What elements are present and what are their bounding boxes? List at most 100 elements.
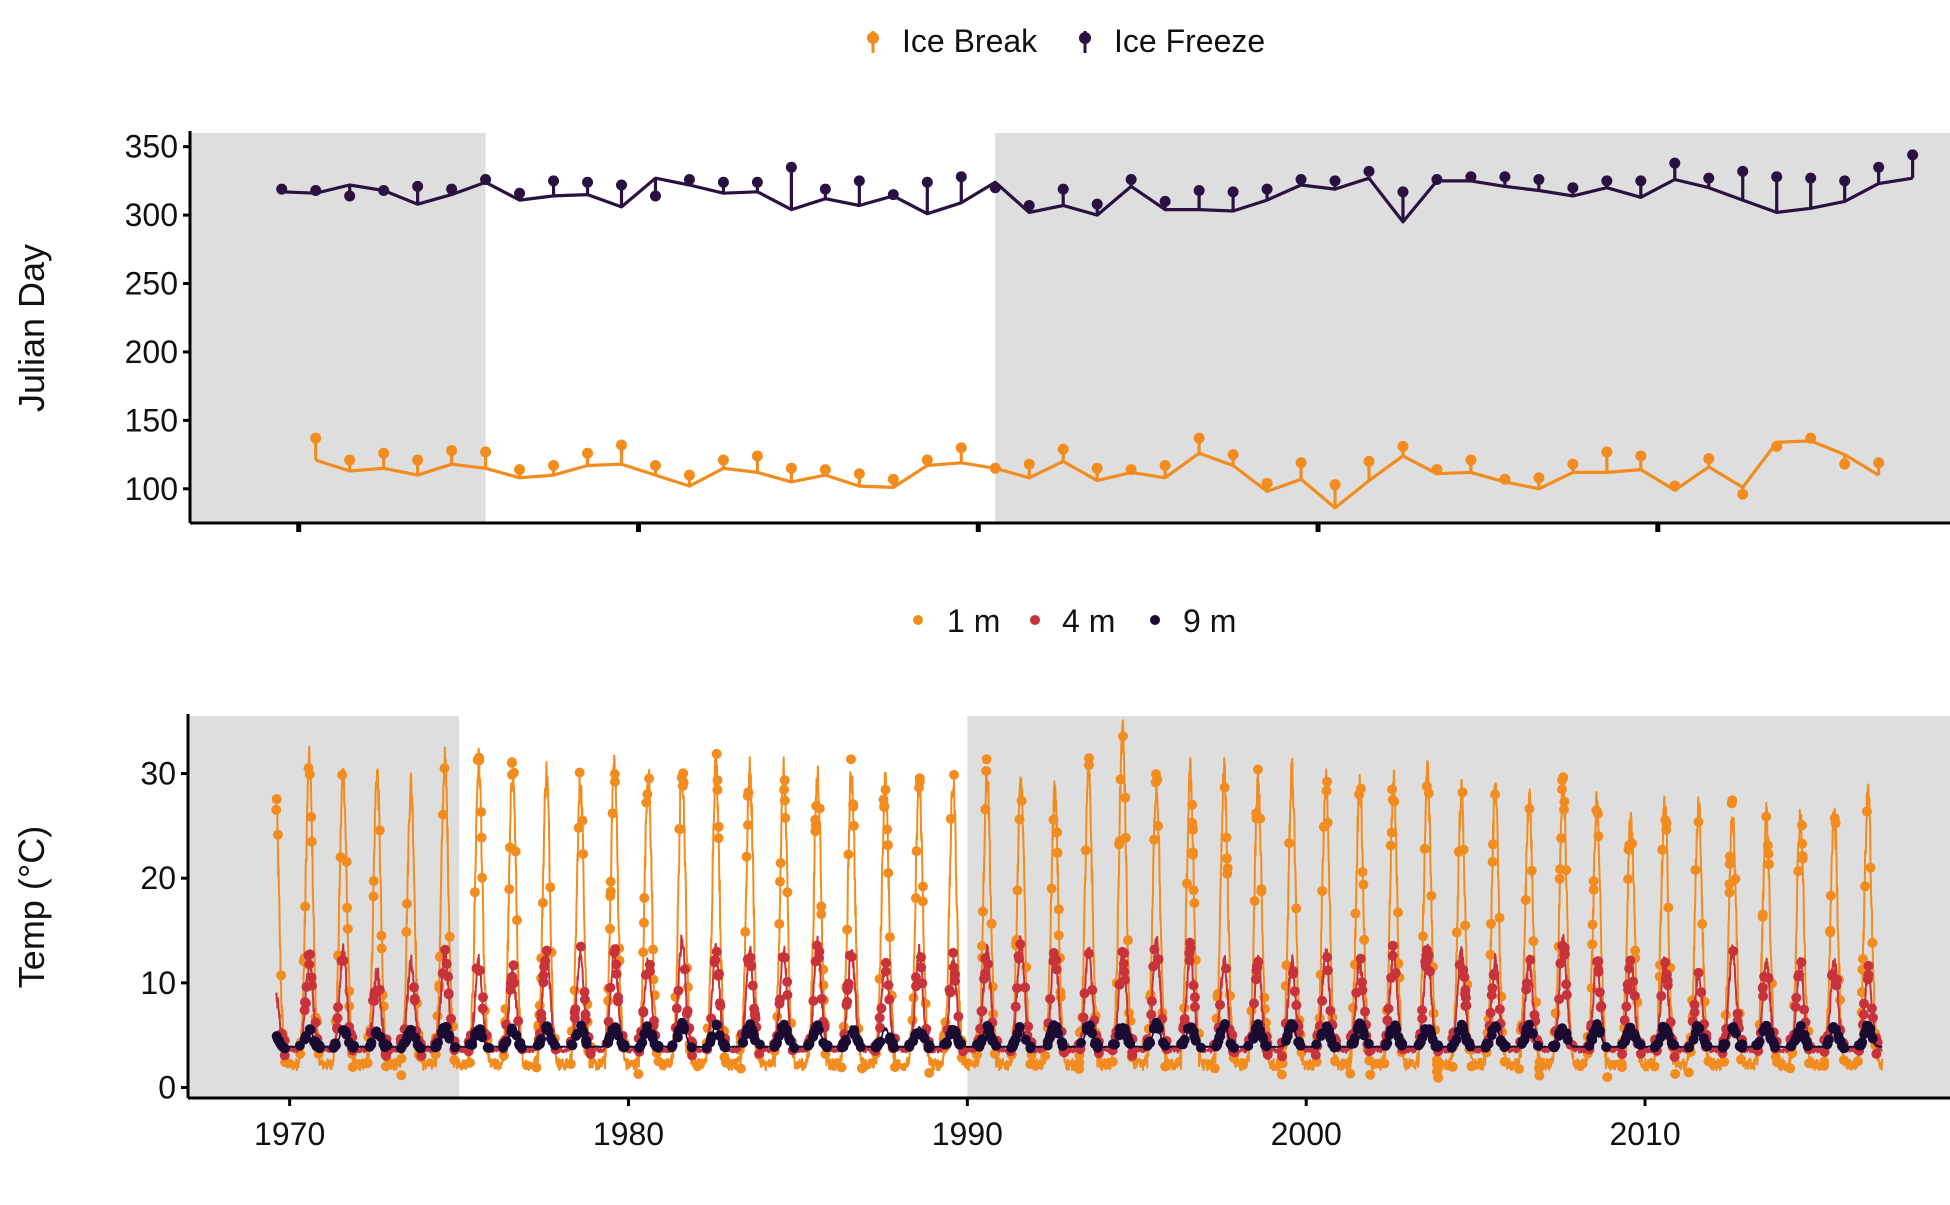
depth-9-m-point xyxy=(567,1040,578,1051)
ice-break-point xyxy=(1261,477,1273,489)
depth-1-m-point xyxy=(1852,1056,1863,1067)
depth-1-m-point xyxy=(648,944,659,955)
depth-1-m-point xyxy=(1321,785,1332,796)
ice-break-point xyxy=(480,446,492,458)
depth-9-m-point xyxy=(1324,1028,1335,1039)
depth-1-m-point xyxy=(719,1052,730,1063)
depth-4-m-point xyxy=(673,985,684,996)
depth-9-m-point xyxy=(1353,1020,1364,1031)
depth-1-m-point xyxy=(1249,896,1260,906)
ice-break-point xyxy=(616,439,628,451)
depth-4-m-point xyxy=(754,1048,765,1059)
depth-1-m-point xyxy=(1221,832,1232,843)
ice-freeze-point xyxy=(1329,175,1341,187)
depth-1-m-point xyxy=(304,769,315,780)
depth-1-m-point xyxy=(986,918,997,929)
depth-1-m-point xyxy=(1083,760,1094,771)
depth-1-m-point xyxy=(1046,883,1057,894)
depth-1-m-point xyxy=(512,915,522,926)
depth-4-m-point xyxy=(416,1050,427,1061)
depth-4-m-point xyxy=(508,960,519,971)
ice-break-point xyxy=(1703,453,1715,465)
depth-9-m-point xyxy=(1219,1019,1230,1029)
ice-break-point xyxy=(1091,462,1103,474)
depth-1-m-point xyxy=(1550,1008,1561,1019)
legend-ice-break-label: Ice Break xyxy=(902,23,1038,59)
depth-1-m-point xyxy=(1487,856,1498,867)
depth-9-m-point xyxy=(1865,1023,1876,1034)
ice-break-point xyxy=(1805,432,1817,444)
depth-1-m-point xyxy=(1291,903,1302,914)
depth-4-m-point xyxy=(1859,998,1869,1009)
depth-9-m-point xyxy=(1688,1034,1699,1045)
depth-4-m-point xyxy=(883,980,894,991)
depth-1-m-point xyxy=(1151,769,1161,780)
depth-1-m-point xyxy=(949,769,959,780)
depth-4-m-point xyxy=(714,998,725,1009)
depth-1-m-point xyxy=(779,795,790,806)
depth-4-m-point xyxy=(1251,974,1261,985)
depth-1-m-point xyxy=(846,754,856,765)
ice-break-point xyxy=(1737,488,1749,500)
depth-1-m-point xyxy=(1222,863,1233,874)
depth-1-m-point xyxy=(836,1062,847,1073)
depth-9-m-point xyxy=(1650,1041,1661,1052)
ice-freeze-point xyxy=(480,174,492,186)
depth-1-m-point xyxy=(1588,884,1599,895)
ice-freeze-point xyxy=(1499,171,1511,183)
depth-4-m-point xyxy=(441,958,452,969)
depth-1-m-point xyxy=(574,767,585,778)
depth-1-m-point xyxy=(1559,804,1569,815)
depth-4-m-point xyxy=(1635,1048,1646,1059)
depth-1-m-point xyxy=(609,768,620,779)
depth-1-m-point xyxy=(1276,1069,1287,1080)
depth-9-m-point xyxy=(1458,1025,1469,1036)
depth-4-m-point xyxy=(1555,958,1566,969)
depth-9-m-point xyxy=(1655,1032,1666,1043)
ice-break-point xyxy=(1431,464,1443,476)
depth-4-m-point xyxy=(301,981,312,992)
depth-9-m-point xyxy=(1692,1021,1702,1031)
depth-1-m-point xyxy=(779,784,790,795)
depth-9-m-point xyxy=(311,1041,322,1052)
depth-4-m-point xyxy=(1079,988,1090,999)
ice-break-point xyxy=(1057,443,1069,455)
depth-9-m-point xyxy=(887,1039,898,1050)
depth-1-m-point xyxy=(1770,1051,1781,1062)
depth-4-m-point xyxy=(1355,953,1366,964)
legend-1m-icon xyxy=(913,615,923,625)
depth-9-m-point xyxy=(1014,1022,1025,1032)
depth-4-m-point xyxy=(1119,966,1130,977)
ice-freeze-point xyxy=(785,161,797,173)
depth-9-m-point xyxy=(1734,1041,1745,1052)
y-tick-label: 150 xyxy=(125,402,178,438)
depth-4-m-point xyxy=(747,980,758,991)
depth-1-m-point xyxy=(1861,806,1872,817)
depth-4-m-point xyxy=(409,995,420,1006)
depth-4-m-point xyxy=(579,986,590,997)
depth-1-m-point xyxy=(1074,1064,1085,1074)
depth-4-m-point xyxy=(477,1003,488,1014)
depth-9-m-point xyxy=(477,1032,488,1043)
depth-1-m-point xyxy=(1587,939,1598,950)
depth-9-m-point xyxy=(1486,1030,1497,1041)
depth-4-m-point xyxy=(1310,1050,1321,1060)
depth-1-m-point xyxy=(1053,904,1064,915)
depth-4-m-point xyxy=(846,951,857,962)
depth-1-m-point xyxy=(1494,912,1505,923)
y-tick-label: 350 xyxy=(125,129,178,165)
depth-9-m-point xyxy=(444,1030,455,1041)
ice-freeze-point xyxy=(446,183,458,195)
ice-break-point xyxy=(446,444,458,456)
depth-9-m-point xyxy=(1385,1027,1396,1038)
depth-9-m-point xyxy=(1160,1040,1171,1051)
ice-freeze-point xyxy=(412,180,424,192)
depth-1-m-point xyxy=(1322,817,1333,828)
ice-break-point xyxy=(378,447,390,459)
depth-4-m-point xyxy=(1323,965,1333,976)
depth-4-m-point xyxy=(1656,991,1667,1001)
depth-1-m-point xyxy=(1387,784,1398,795)
depth-9-m-point xyxy=(405,1026,416,1037)
depth-4-m-point xyxy=(446,1013,456,1024)
